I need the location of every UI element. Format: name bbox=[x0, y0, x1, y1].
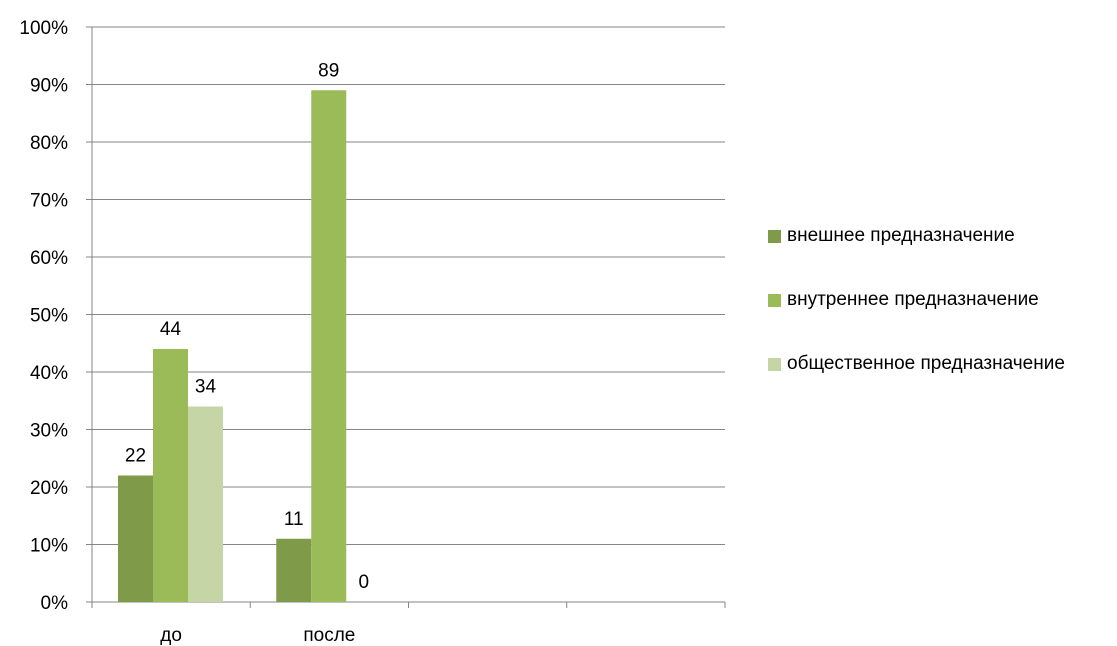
legend-item: общественное предназначение bbox=[768, 350, 1117, 378]
legend-swatch bbox=[768, 294, 781, 307]
y-tick-label: 70% bbox=[30, 191, 68, 212]
legend-item: внутреннее предназначение bbox=[768, 286, 1117, 314]
data-labels: 22 44 34 11 89 0 bbox=[125, 60, 369, 593]
bars bbox=[118, 90, 347, 602]
y-tick-label: 30% bbox=[30, 421, 68, 442]
y-tick-label: 100% bbox=[19, 18, 68, 39]
legend-label: общественное предназначение bbox=[787, 353, 1065, 374]
y-tick-label: 0% bbox=[41, 593, 69, 614]
y-tick-label: 50% bbox=[30, 306, 68, 327]
data-label: 11 bbox=[284, 509, 304, 530]
y-tick-label: 20% bbox=[30, 478, 68, 499]
y-tick-label: 80% bbox=[30, 133, 68, 154]
data-label: 0 bbox=[358, 572, 369, 593]
x-tick-labels: до после bbox=[160, 625, 355, 646]
axes bbox=[86, 26, 726, 608]
y-tick-label: 60% bbox=[30, 248, 68, 269]
data-label: 34 bbox=[195, 377, 217, 398]
legend-swatch bbox=[768, 358, 781, 371]
legend-label: внутреннее предназначение bbox=[787, 289, 1039, 310]
bar bbox=[188, 406, 223, 602]
y-tick-label: 90% bbox=[30, 76, 68, 97]
legend-label: внешнее предназначение bbox=[787, 225, 1015, 246]
bar bbox=[153, 349, 188, 602]
data-label: 89 bbox=[318, 60, 339, 81]
legend: внешнее предназначение внутреннее предна… bbox=[768, 222, 1117, 414]
y-tick-label: 10% bbox=[30, 536, 68, 557]
bar bbox=[276, 538, 312, 602]
y-tick-label: 40% bbox=[30, 363, 68, 384]
x-tick-label: до bbox=[160, 625, 182, 646]
bar bbox=[311, 90, 347, 602]
x-tick-label: после bbox=[303, 625, 355, 646]
data-label: 44 bbox=[160, 319, 182, 340]
legend-swatch bbox=[768, 230, 781, 243]
data-label: 22 bbox=[125, 446, 146, 467]
legend-item: внешнее предназначение bbox=[768, 222, 1117, 250]
y-tick-labels: 0% 10% 20% 30% 40% 50% 60% 70% 80% 90% 100% bbox=[19, 18, 68, 614]
bar bbox=[118, 475, 153, 602]
